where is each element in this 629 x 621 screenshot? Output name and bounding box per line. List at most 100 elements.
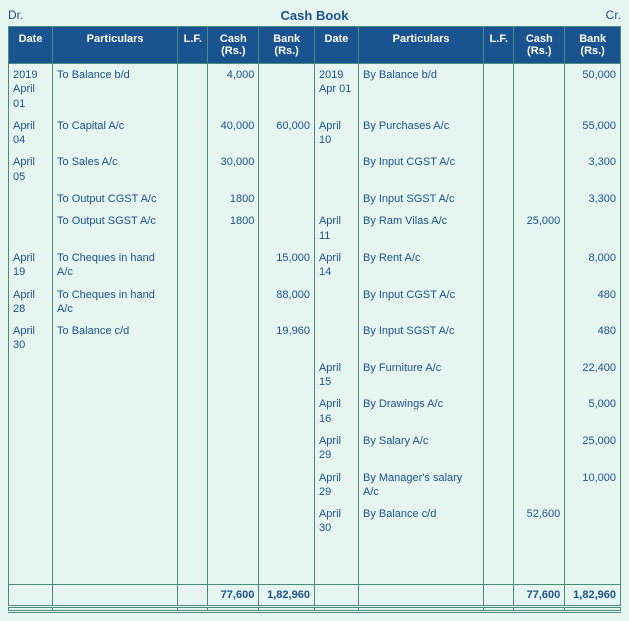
- lf-cell: [484, 357, 514, 394]
- cash-cell: 4,000: [208, 64, 259, 115]
- cash-cell: 52,600: [514, 503, 565, 540]
- total-cr-cash: 77,600: [514, 584, 565, 606]
- date-cell: April 15: [314, 357, 358, 394]
- date-cell: [9, 357, 53, 394]
- lf-cell: [178, 467, 208, 504]
- date-cell: [9, 188, 53, 210]
- particulars-cell: [53, 357, 178, 394]
- cash-cell: [208, 503, 259, 540]
- particulars-cell: By Input CGST A/c: [358, 151, 483, 188]
- total-dr-bank: 1,82,960: [259, 584, 315, 606]
- table-row: April 15By Furniture A/c22,400: [9, 357, 621, 394]
- particulars-cell: To Cheques in hand A/c: [53, 247, 178, 284]
- table-row: To Output CGST A/c1800By Input SGST A/c3…: [9, 188, 621, 210]
- lf-cell: [178, 320, 208, 357]
- book-title: Cash Book: [281, 8, 349, 23]
- table-row: April 05To Sales A/c30,000By Input CGST …: [9, 151, 621, 188]
- cash-cell: [514, 64, 565, 115]
- particulars-cell: To Balance c/d: [53, 320, 178, 357]
- bank-cell: [565, 503, 621, 540]
- lf-cell: [484, 540, 514, 562]
- date-cell: April 29: [314, 467, 358, 504]
- double-rule-cell: [314, 606, 358, 611]
- particulars-cell: [53, 562, 178, 585]
- cr-label: Cr.: [606, 8, 621, 22]
- date-cell: April 16: [314, 393, 358, 430]
- bank-cell: 480: [565, 320, 621, 357]
- double-rule-cell: [484, 606, 514, 611]
- date-cell: [314, 151, 358, 188]
- date-cell: 2019 Apr 01: [314, 64, 358, 115]
- bank-cell: 60,000: [259, 115, 315, 152]
- date-cell: [9, 467, 53, 504]
- hdr-lf-dr: L.F.: [178, 27, 208, 64]
- lf-cell: [178, 188, 208, 210]
- particulars-cell: By Input CGST A/c: [358, 284, 483, 321]
- particulars-cell: [53, 393, 178, 430]
- bank-cell: [259, 393, 315, 430]
- hdr-date-dr: Date: [9, 27, 53, 64]
- particulars-cell: To Output CGST A/c: [53, 188, 178, 210]
- cash-cell: [514, 562, 565, 585]
- hdr-cash-cr: Cash (Rs.): [514, 27, 565, 64]
- date-cell: [9, 430, 53, 467]
- cash-cell: [208, 540, 259, 562]
- date-cell: April 11: [314, 210, 358, 247]
- double-rule-cell: [9, 606, 53, 611]
- date-cell: [314, 562, 358, 585]
- particulars-cell: [53, 430, 178, 467]
- bank-cell: 480: [565, 284, 621, 321]
- hdr-lf-cr: L.F.: [484, 27, 514, 64]
- cash-cell: [514, 115, 565, 152]
- date-cell: 2019 April 01: [9, 64, 53, 115]
- header-row: Dr. Cash Book Cr.: [8, 8, 621, 22]
- lf-cell: [484, 151, 514, 188]
- lf-cell: [484, 393, 514, 430]
- table-row: April 29By Salary A/c25,000: [9, 430, 621, 467]
- bank-cell: 5,000: [565, 393, 621, 430]
- bank-cell: [259, 357, 315, 394]
- lf-cell: [178, 284, 208, 321]
- particulars-cell: To Capital A/c: [53, 115, 178, 152]
- lf-cell: [484, 562, 514, 585]
- cash-cell: [514, 188, 565, 210]
- total-empty: [9, 584, 53, 606]
- lf-cell: [178, 503, 208, 540]
- cash-cell: 1800: [208, 188, 259, 210]
- lf-cell: [484, 467, 514, 504]
- double-rule-cell: [208, 606, 259, 611]
- bank-cell: [259, 503, 315, 540]
- table-row: 2019 April 01To Balance b/d4,0002019 Apr…: [9, 64, 621, 115]
- particulars-cell: By Purchases A/c: [358, 115, 483, 152]
- date-cell: April 30: [314, 503, 358, 540]
- cash-cell: 1800: [208, 210, 259, 247]
- lf-cell: [178, 115, 208, 152]
- particulars-cell: [53, 467, 178, 504]
- total-empty: [484, 584, 514, 606]
- double-rule-cell: [358, 606, 483, 611]
- date-cell: April 29: [314, 430, 358, 467]
- cash-cell: [208, 467, 259, 504]
- cash-cell: 40,000: [208, 115, 259, 152]
- table-row: April 30To Balance c/d19,960By Input SGS…: [9, 320, 621, 357]
- date-cell: April 10: [314, 115, 358, 152]
- cash-cell: [514, 540, 565, 562]
- particulars-cell: To Output SGST A/c: [53, 210, 178, 247]
- particulars-cell: By Manager's salary A/c: [358, 467, 483, 504]
- header-row-cells: Date Particulars L.F. Cash (Rs.) Bank (R…: [9, 27, 621, 64]
- total-empty: [178, 584, 208, 606]
- double-rule-cell: [178, 606, 208, 611]
- lf-cell: [484, 64, 514, 115]
- total-empty: [314, 584, 358, 606]
- particulars-cell: [53, 540, 178, 562]
- lf-cell: [484, 503, 514, 540]
- table-row: April 19To Cheques in hand A/c15,000Apri…: [9, 247, 621, 284]
- lf-cell: [178, 562, 208, 585]
- double-rule-cell: [514, 606, 565, 611]
- hdr-cash-dr: Cash (Rs.): [208, 27, 259, 64]
- cash-cell: [208, 357, 259, 394]
- cash-cell: [514, 467, 565, 504]
- hdr-date-cr: Date: [314, 27, 358, 64]
- hdr-bank-cr: Bank (Rs.): [565, 27, 621, 64]
- date-cell: [314, 540, 358, 562]
